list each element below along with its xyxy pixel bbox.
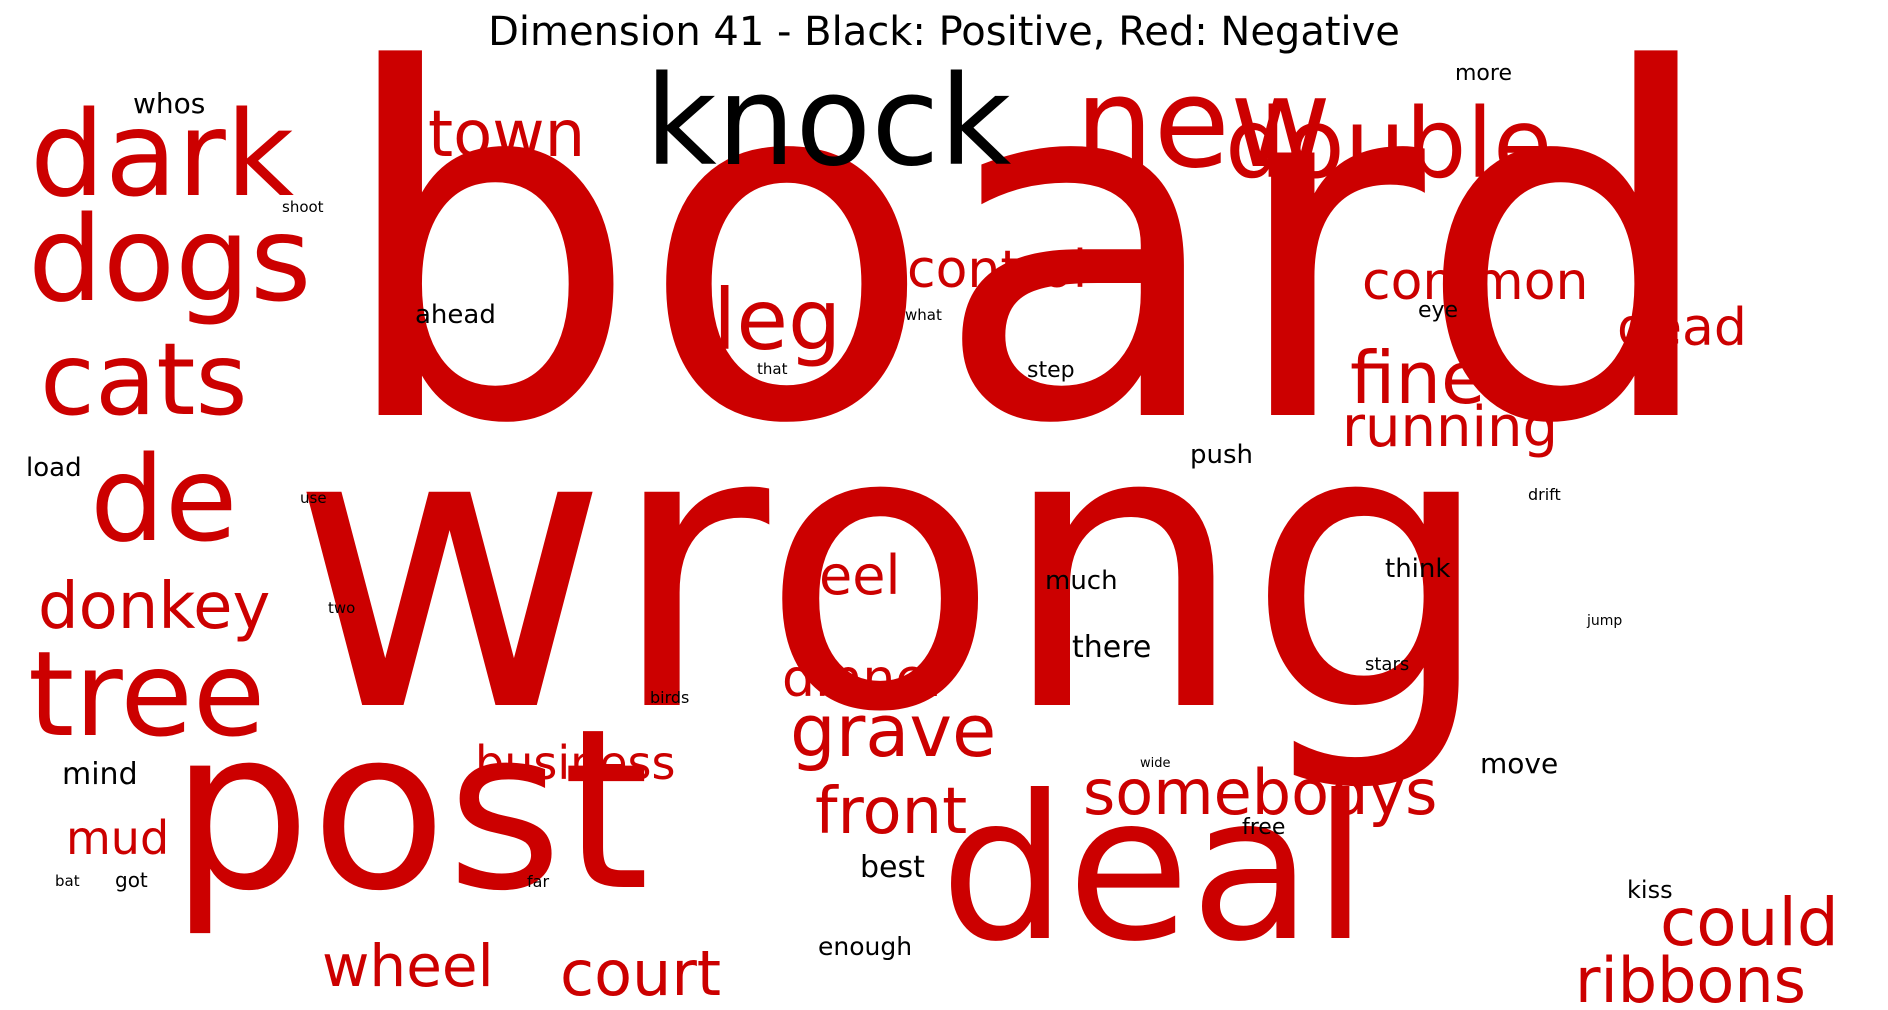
word-far: far <box>527 872 550 891</box>
word-shoot: shoot <box>282 198 324 216</box>
word-much: much <box>1045 566 1118 596</box>
word-grave: grave <box>790 689 997 773</box>
word-whos: whos <box>133 87 206 120</box>
word-somebodys: somebodys <box>1083 756 1438 829</box>
word-cats: cats <box>40 321 248 438</box>
word-birds: birds <box>650 688 690 707</box>
word-use: use <box>300 489 327 507</box>
word-donkey: donkey <box>38 570 271 644</box>
word-running: running <box>1342 395 1559 460</box>
word-kiss: kiss <box>1627 876 1673 904</box>
word-mud: mud <box>66 811 170 865</box>
word-leg: leg <box>713 271 842 369</box>
word-dinner: dinner <box>782 649 949 709</box>
word-push: push <box>1190 440 1254 470</box>
word-de: de <box>90 430 238 568</box>
figure-title: Dimension 41 - Black: Positive, Red: Neg… <box>488 9 1400 55</box>
word-load: load <box>26 453 82 483</box>
word-think: think <box>1385 554 1451 584</box>
word-business: business <box>475 736 676 790</box>
word-common: common <box>1362 252 1589 312</box>
word-dogs: dogs <box>28 190 312 328</box>
word-post: post <box>170 682 650 940</box>
word-ribbons: ribbons <box>1575 944 1806 1010</box>
word-tree: tree <box>28 625 266 763</box>
word-double: double <box>1225 88 1553 200</box>
word-mind: mind <box>62 757 138 792</box>
word-fine: fine <box>1350 336 1486 420</box>
word-jump: jump <box>1587 613 1623 629</box>
word-that: that <box>757 360 788 378</box>
word-there: there <box>1072 630 1152 665</box>
word-wide: wide <box>1140 756 1171 771</box>
word-board: board <box>335 0 1722 529</box>
word-wrong: wrong <box>290 343 1495 797</box>
word-move: move <box>1480 747 1559 780</box>
word-deal: deal <box>940 753 1369 986</box>
word-feel: feel <box>800 544 901 607</box>
word-drift: drift <box>1528 485 1561 504</box>
word-dark: dark <box>30 85 295 223</box>
word-free: free <box>1242 815 1286 840</box>
word-stars: stars <box>1365 654 1410 675</box>
word-ahead: ahead <box>415 300 496 330</box>
word-control: control <box>907 240 1088 300</box>
word-more: more <box>1455 61 1512 86</box>
word-town: town <box>428 98 586 172</box>
word-two: two <box>328 599 356 617</box>
word-knock: knock <box>645 50 1012 194</box>
word-what: what <box>905 306 942 324</box>
word-could: could <box>1660 884 1839 961</box>
word-wheel: wheel <box>322 932 494 1000</box>
word-dead: dead <box>1617 298 1747 358</box>
word-new: new <box>1075 52 1332 196</box>
word-eye: eye <box>1418 298 1459 323</box>
word-bat: bat <box>55 872 80 890</box>
word-enough: enough <box>818 932 913 961</box>
word-court: court <box>560 937 722 1010</box>
word-got: got <box>115 868 148 892</box>
word-front: front <box>815 775 968 849</box>
word-step: step <box>1027 358 1075 383</box>
word-best: best <box>860 850 925 885</box>
